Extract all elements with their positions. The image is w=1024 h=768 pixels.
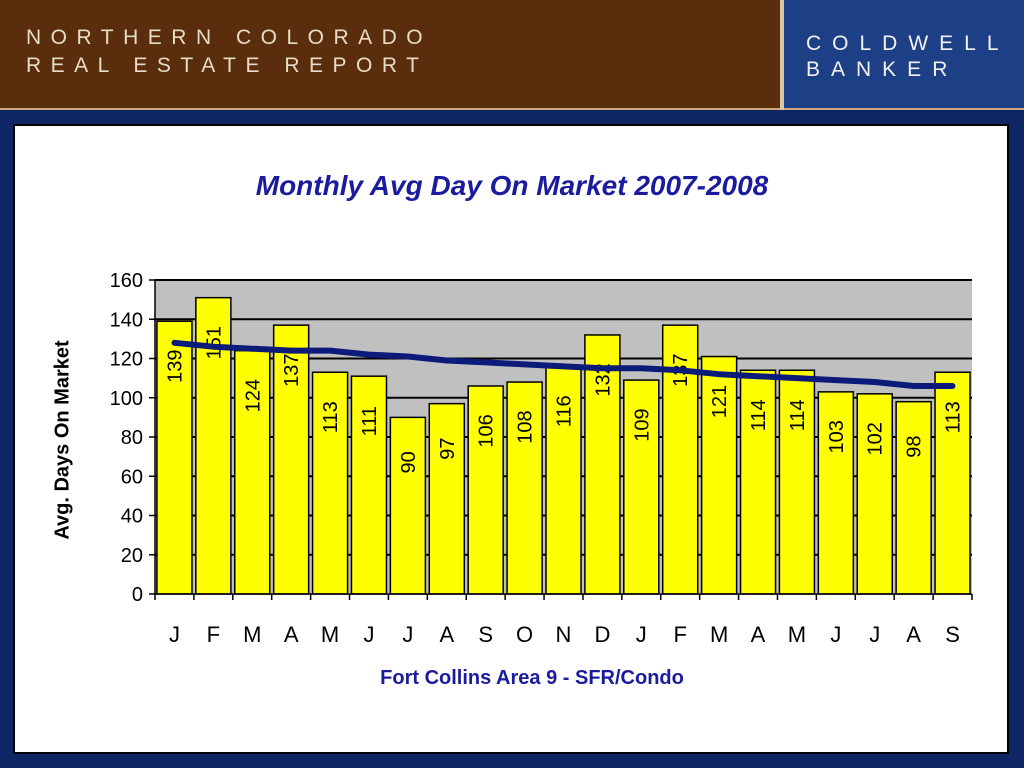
x-tick-label: J — [869, 622, 880, 647]
bar-data-label: 151 — [203, 326, 225, 359]
bar — [584, 334, 621, 595]
bar-data-label: 114 — [787, 399, 809, 431]
x-tick-label: N — [556, 622, 572, 647]
bar-data-label: 132 — [592, 363, 614, 396]
bar — [389, 416, 427, 595]
x-tick-label: J — [402, 622, 413, 647]
x-tick-label: M — [788, 622, 806, 647]
bar-data-label: 90 — [398, 451, 420, 473]
bar — [934, 371, 971, 595]
bar — [856, 393, 893, 595]
bar-data-label: 102 — [865, 422, 887, 455]
x-tick-label: A — [439, 622, 454, 647]
x-tick-label: O — [516, 622, 533, 647]
bar — [428, 402, 466, 595]
x-tick-label: J — [169, 622, 180, 647]
bar — [506, 381, 543, 595]
x-tick-label: M — [710, 622, 728, 647]
bar-data-label: 124 — [242, 379, 264, 412]
y-tick-label: 160 — [110, 270, 143, 292]
bar-data-label: 137 — [281, 353, 303, 386]
bar — [156, 320, 193, 595]
y-tick-label: 100 — [110, 388, 143, 410]
x-tick-label: J — [363, 622, 374, 647]
bar-data-label: 121 — [709, 385, 731, 418]
brand-name-line1: COLDWELL — [806, 32, 1010, 55]
bar-data-label: 113 — [943, 401, 965, 433]
brand-banner — [784, 0, 1024, 110]
chart-title: Monthly Avg Day On Market 2007-2008 — [255, 170, 769, 201]
bar-data-label: 109 — [631, 408, 653, 441]
bar-data-label: 114 — [748, 399, 770, 431]
y-tick-label: 40 — [121, 506, 143, 528]
bar — [350, 375, 388, 595]
report-header-banner — [0, 0, 780, 110]
bar-data-label: 98 — [904, 436, 926, 458]
bar-data-label: 97 — [437, 438, 459, 460]
report-title-line1: NORTHERN COLORADO — [26, 26, 433, 49]
bar — [623, 379, 660, 595]
x-tick-label: A — [284, 622, 299, 647]
brand-name-line2: BANKER — [806, 58, 959, 81]
bar-data-label: 108 — [515, 410, 537, 443]
x-tick-label: F — [673, 622, 686, 647]
header-divider — [780, 0, 784, 110]
bar-data-label: 103 — [826, 420, 848, 453]
x-tick-label: A — [906, 622, 921, 647]
y-tick-label: 60 — [121, 466, 143, 488]
bar-data-label: 106 — [476, 414, 498, 447]
bar-data-label: 113 — [320, 401, 342, 433]
y-tick-label: 0 — [132, 584, 143, 606]
trend-line — [171, 339, 956, 389]
x-tick-label: M — [243, 622, 261, 647]
bar-data-label: 116 — [554, 395, 576, 427]
x-tick-label: S — [478, 622, 493, 647]
bar — [311, 371, 349, 595]
report-title-line2: REAL ESTATE REPORT — [26, 54, 429, 77]
bar — [739, 369, 777, 595]
x-tick-label: J — [830, 622, 841, 647]
bar — [817, 391, 855, 595]
bar — [545, 365, 582, 595]
bar-data-label: 111 — [359, 406, 381, 436]
x-tick-label: A — [751, 622, 766, 647]
x-tick-label: F — [207, 622, 220, 647]
bar — [272, 324, 310, 595]
bar — [467, 385, 504, 595]
y-tick-label: 80 — [121, 427, 143, 449]
y-tick-label: 140 — [110, 309, 143, 331]
bar — [895, 400, 932, 595]
y-tick-label: 120 — [110, 349, 143, 371]
bar-data-label: 139 — [164, 350, 186, 383]
x-tick-label: M — [321, 622, 339, 647]
x-tick-label: D — [594, 622, 610, 647]
x-tick-label: S — [945, 622, 960, 647]
x-tick-label: J — [636, 622, 647, 647]
y-tick-label: 20 — [121, 545, 143, 567]
x-axis-label: Fort Collins Area 9 - SFR/Condo — [380, 667, 684, 689]
